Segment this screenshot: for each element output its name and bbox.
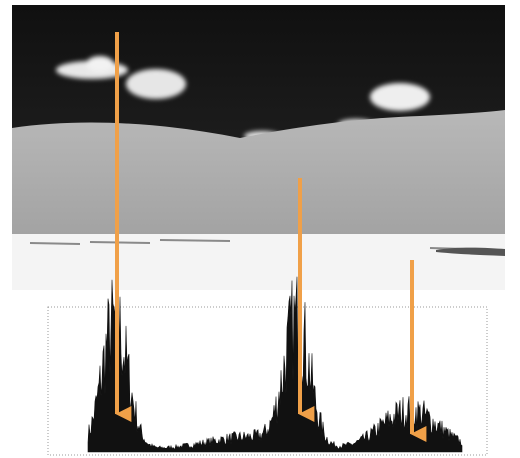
cloud [86,56,114,72]
photo [12,5,505,290]
cloud [126,69,186,99]
snow [12,234,505,290]
cloud [370,83,430,111]
